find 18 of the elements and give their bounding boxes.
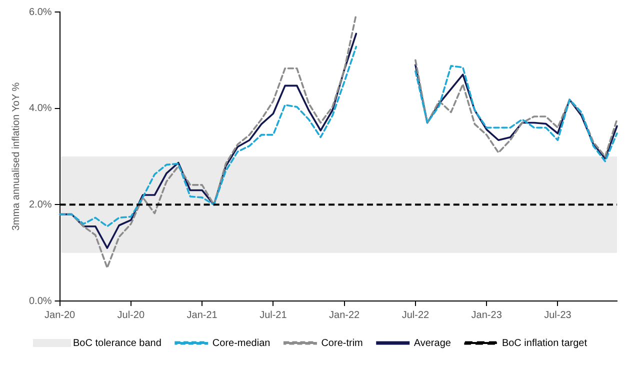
x-tick-label: Jul-23: [544, 310, 572, 321]
x-tick-label: Jan-23: [471, 310, 502, 321]
y-tick-label: 4.0%: [28, 103, 52, 114]
legend-label: Average: [414, 338, 452, 349]
x-tick-label: Jan-22: [329, 310, 360, 321]
y-tick-label: 6.0%: [28, 6, 52, 18]
x-tick-label: Jul-22: [402, 310, 430, 321]
legend-label: Core-trim: [321, 338, 363, 349]
x-tick-label: Jul-20: [117, 310, 145, 321]
legend-label: BoC inflation target: [502, 338, 588, 349]
legend-label: BoC tolerance band: [73, 338, 162, 349]
y-tick-label: 2.0%: [28, 199, 52, 210]
y-tick-label: 0.0%: [28, 296, 52, 307]
x-tick-label: Jan-21: [186, 310, 218, 321]
x-tick-label: Jan-20: [44, 310, 76, 321]
y-axis-title: 3mma annualised inflation YoY %: [10, 82, 22, 231]
legend-label: Core-median: [212, 338, 270, 349]
x-tick-label: Jul-21: [260, 310, 288, 321]
